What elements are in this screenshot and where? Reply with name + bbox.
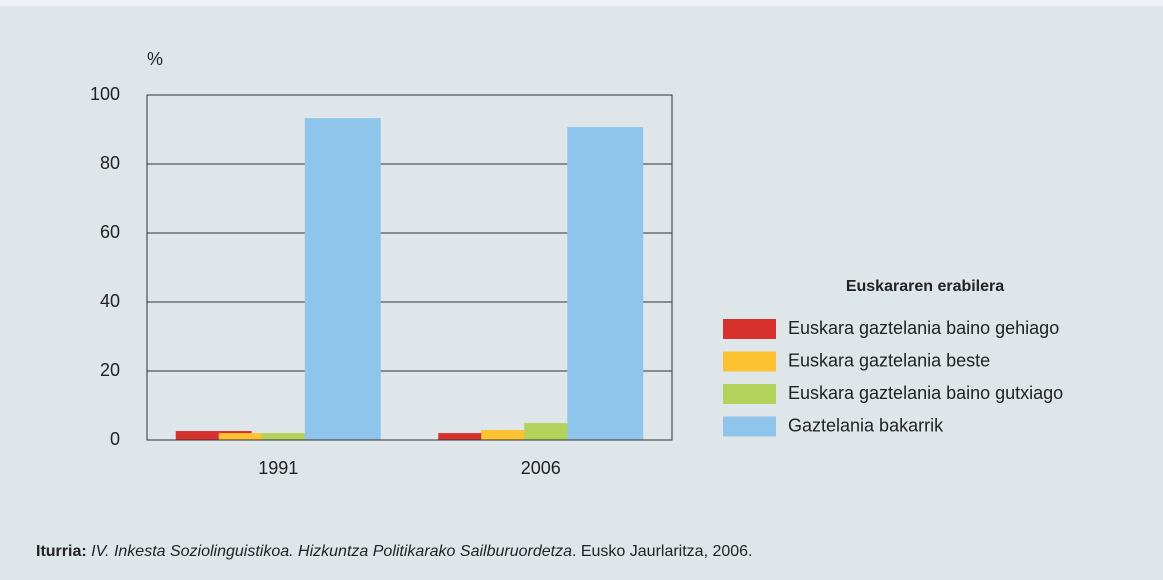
legend-label: Gaztelania bakarrik xyxy=(788,415,944,435)
y-tick-label: 20 xyxy=(100,360,120,380)
legend-label: Euskara gaztelania beste xyxy=(788,350,990,370)
source-rest: . Eusko Jaurlaritza, 2006. xyxy=(571,543,753,560)
plot-border xyxy=(146,94,673,441)
legend-label: Euskara gaztelania baino gutxiago xyxy=(788,383,1063,403)
bar xyxy=(218,433,295,440)
x-tick-label: 2006 xyxy=(521,458,561,478)
legend-swatch xyxy=(723,319,776,339)
source-label: Iturria: xyxy=(36,543,87,560)
y-tick-label: 0 xyxy=(110,429,120,449)
bar xyxy=(567,127,644,441)
legend-title: Euskararen erabilera xyxy=(846,278,1004,295)
bar xyxy=(261,433,338,440)
bar xyxy=(304,118,381,441)
bar xyxy=(481,429,558,440)
y-tick-label: 100 xyxy=(90,84,120,104)
legend-swatch xyxy=(723,384,776,404)
y-tick-label: 80 xyxy=(100,153,120,173)
legend-swatch xyxy=(723,351,776,372)
y-tick-label: 40 xyxy=(100,291,120,311)
top-strip xyxy=(0,0,1163,6)
source-title: IV. Inkesta Soziolinguistikoa. Hizkuntza… xyxy=(91,543,572,560)
bar xyxy=(175,431,252,440)
x-tick-label: 1991 xyxy=(258,458,298,478)
legend-label: Euskara gaztelania baino gehiago xyxy=(788,318,1059,338)
bar xyxy=(438,433,515,440)
y-tick-label: 60 xyxy=(100,222,120,242)
source: Iturria: IV. Inkesta Soziolinguistikoa. … xyxy=(36,543,753,561)
legend-swatch xyxy=(723,416,776,437)
y-axis-unit: % xyxy=(147,49,163,69)
